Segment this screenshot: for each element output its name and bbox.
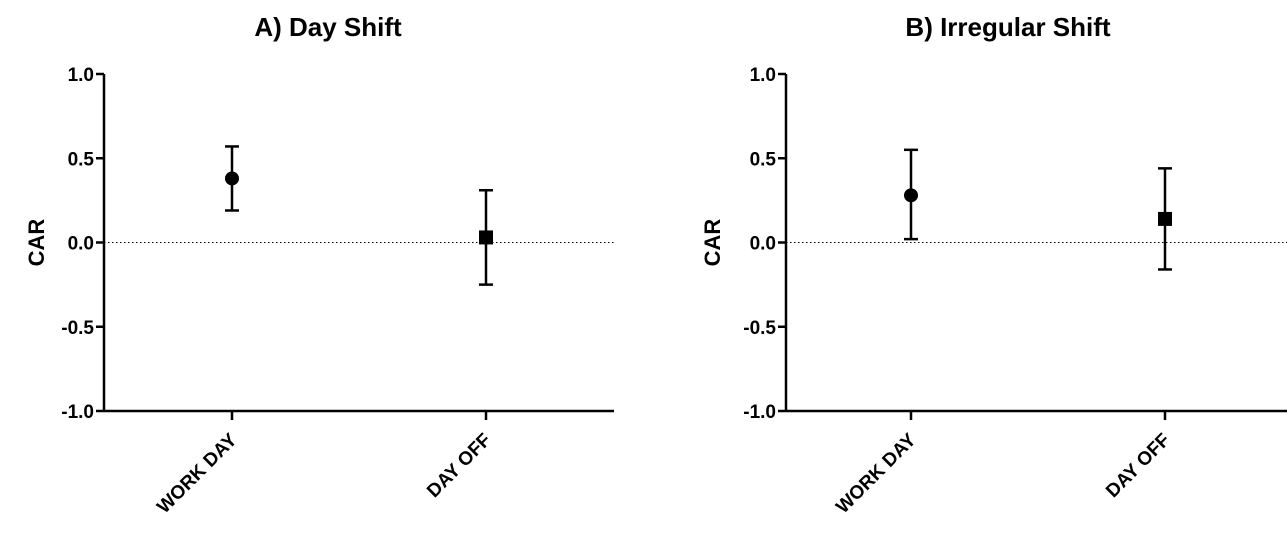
data-point-circle bbox=[904, 188, 918, 203]
y-tick-label: 0.0 bbox=[68, 234, 94, 255]
x-tick-label: WORK DAY bbox=[153, 429, 241, 517]
y-tick-label: 0.0 bbox=[750, 234, 776, 255]
y-tick-label: 1.0 bbox=[750, 65, 776, 86]
data-point-circle bbox=[225, 171, 239, 186]
y-tick-label: 0.5 bbox=[68, 149, 95, 170]
y-tick-label: -1.0 bbox=[61, 402, 94, 423]
chart-title: B) Irregular Shift bbox=[905, 12, 1110, 42]
x-tick-label: WORK DAY bbox=[832, 429, 920, 517]
x-tick-label: DAY OFF bbox=[1102, 430, 1174, 502]
y-tick-label: -0.5 bbox=[743, 318, 776, 339]
data-point-square bbox=[479, 230, 493, 245]
y-tick-label: 1.0 bbox=[68, 65, 94, 86]
chart-title: A) Day Shift bbox=[254, 12, 402, 42]
y-axis-label: CAR bbox=[700, 219, 725, 267]
y-axis-label: CAR bbox=[24, 219, 49, 267]
y-tick-label: 0.5 bbox=[750, 149, 777, 170]
panel-day-shift: A) Day Shift CAR -1.0 -0.5 0.0 0.5 1.0 WORK DAY… bbox=[24, 12, 614, 518]
panel-irregular-shift: B) Irregular Shift CAR -1.0 -0.5 0.0 0.5 1.0 WO… bbox=[700, 12, 1287, 518]
x-tick-label: DAY OFF bbox=[423, 430, 495, 502]
y-tick-label: -1.0 bbox=[743, 402, 776, 423]
data-point-square bbox=[1158, 211, 1172, 226]
y-tick-label: -0.5 bbox=[61, 318, 94, 339]
